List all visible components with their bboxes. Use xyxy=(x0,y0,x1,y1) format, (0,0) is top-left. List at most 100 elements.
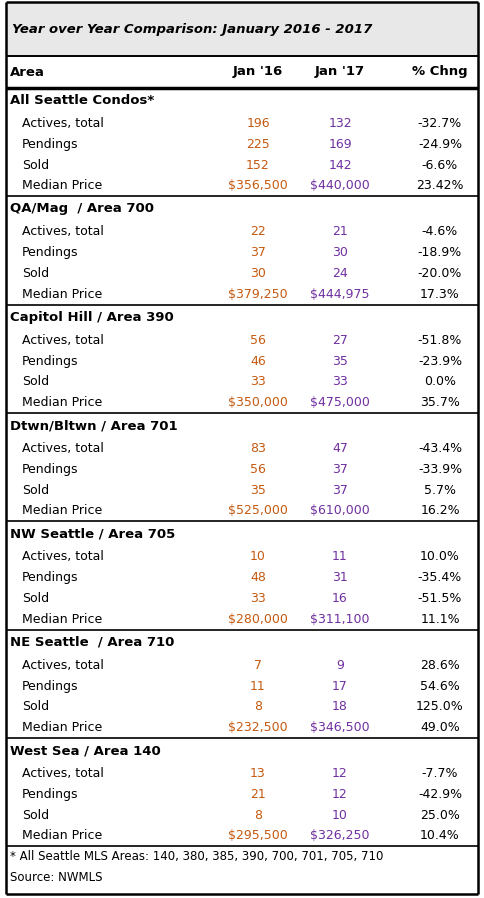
Text: Actives, total: Actives, total xyxy=(22,659,104,672)
Text: 7: 7 xyxy=(254,659,262,672)
Text: Jan '16: Jan '16 xyxy=(233,66,283,78)
Text: NE Seattle  / Area 710: NE Seattle / Area 710 xyxy=(10,636,174,648)
Text: 21: 21 xyxy=(332,225,348,238)
Text: Area: Area xyxy=(10,66,45,78)
Text: -6.6%: -6.6% xyxy=(422,159,458,172)
Text: 125.0%: 125.0% xyxy=(416,700,464,713)
Text: 16.2%: 16.2% xyxy=(420,505,460,517)
Text: 10.4%: 10.4% xyxy=(420,830,460,842)
Text: $311,100: $311,100 xyxy=(310,612,370,626)
Text: 33: 33 xyxy=(250,592,266,605)
Text: Year over Year Comparison: January 2016 - 2017: Year over Year Comparison: January 2016 … xyxy=(12,22,372,36)
Text: Pendings: Pendings xyxy=(22,138,78,151)
Text: 22: 22 xyxy=(250,225,266,238)
Text: Sold: Sold xyxy=(22,592,49,605)
Text: -43.4%: -43.4% xyxy=(418,442,462,455)
Text: -35.4%: -35.4% xyxy=(418,571,462,585)
Text: * All Seattle MLS Areas: 140, 380, 385, 390, 700, 701, 705, 710: * All Seattle MLS Areas: 140, 380, 385, … xyxy=(10,850,383,863)
Text: $379,250: $379,250 xyxy=(228,287,288,301)
Text: 11: 11 xyxy=(332,550,348,563)
Text: Median Price: Median Price xyxy=(22,612,102,626)
Text: 17.3%: 17.3% xyxy=(420,287,460,301)
Text: Pendings: Pendings xyxy=(22,788,78,801)
Text: 21: 21 xyxy=(250,788,266,801)
Text: 47: 47 xyxy=(332,442,348,455)
Text: Sold: Sold xyxy=(22,700,49,713)
Text: 12: 12 xyxy=(332,788,348,801)
Text: $326,250: $326,250 xyxy=(310,830,370,842)
Text: 16: 16 xyxy=(332,592,348,605)
Text: Pendings: Pendings xyxy=(22,680,78,692)
Text: -33.9%: -33.9% xyxy=(418,462,462,476)
Text: $350,000: $350,000 xyxy=(228,396,288,409)
Text: $525,000: $525,000 xyxy=(228,505,288,517)
Polygon shape xyxy=(6,2,478,56)
Text: -7.7%: -7.7% xyxy=(422,767,458,780)
Text: -51.5%: -51.5% xyxy=(418,592,462,605)
Text: 37: 37 xyxy=(250,246,266,260)
Text: 11.1%: 11.1% xyxy=(420,612,460,626)
Text: 18: 18 xyxy=(332,700,348,713)
Text: $346,500: $346,500 xyxy=(310,721,370,734)
Text: Source: NWMLS: Source: NWMLS xyxy=(10,871,103,885)
Text: 169: 169 xyxy=(328,138,352,151)
Text: 152: 152 xyxy=(246,159,270,172)
Text: Sold: Sold xyxy=(22,375,49,388)
Text: 54.6%: 54.6% xyxy=(420,680,460,692)
Text: Actives, total: Actives, total xyxy=(22,767,104,780)
Text: 31: 31 xyxy=(332,571,348,585)
Text: All Seattle Condos*: All Seattle Condos* xyxy=(10,94,154,107)
Text: Median Price: Median Price xyxy=(22,287,102,301)
Text: Actives, total: Actives, total xyxy=(22,225,104,238)
Text: 225: 225 xyxy=(246,138,270,151)
Text: $356,500: $356,500 xyxy=(228,180,288,192)
Text: 8: 8 xyxy=(254,808,262,822)
Text: $280,000: $280,000 xyxy=(228,612,288,626)
Text: 23.42%: 23.42% xyxy=(416,180,464,192)
Text: 35: 35 xyxy=(250,484,266,497)
Text: % Chng: % Chng xyxy=(412,66,468,78)
Text: Sold: Sold xyxy=(22,267,49,280)
Text: 33: 33 xyxy=(332,375,348,388)
Text: 56: 56 xyxy=(250,462,266,476)
Text: NW Seattle / Area 705: NW Seattle / Area 705 xyxy=(10,527,175,541)
Text: Pendings: Pendings xyxy=(22,246,78,260)
Text: 17: 17 xyxy=(332,680,348,692)
Text: QA/Mag  / Area 700: QA/Mag / Area 700 xyxy=(10,202,154,216)
Text: 132: 132 xyxy=(328,117,352,130)
Text: Actives, total: Actives, total xyxy=(22,442,104,455)
Text: Sold: Sold xyxy=(22,808,49,822)
Text: 83: 83 xyxy=(250,442,266,455)
Text: 5.7%: 5.7% xyxy=(424,484,456,497)
Text: West Sea / Area 140: West Sea / Area 140 xyxy=(10,744,161,757)
Text: 35: 35 xyxy=(332,355,348,367)
Text: 37: 37 xyxy=(332,484,348,497)
Text: $440,000: $440,000 xyxy=(310,180,370,192)
Text: 0.0%: 0.0% xyxy=(424,375,456,388)
Text: Median Price: Median Price xyxy=(22,505,102,517)
Text: Median Price: Median Price xyxy=(22,721,102,734)
Text: Actives, total: Actives, total xyxy=(22,117,104,130)
Text: -18.9%: -18.9% xyxy=(418,246,462,260)
Text: Jan '17: Jan '17 xyxy=(315,66,365,78)
Text: 46: 46 xyxy=(250,355,266,367)
Text: $444,975: $444,975 xyxy=(310,287,370,301)
Text: 28.6%: 28.6% xyxy=(420,659,460,672)
Text: 49.0%: 49.0% xyxy=(420,721,460,734)
Text: Capitol Hill / Area 390: Capitol Hill / Area 390 xyxy=(10,311,174,324)
Text: 35.7%: 35.7% xyxy=(420,396,460,409)
Text: -23.9%: -23.9% xyxy=(418,355,462,367)
Text: 142: 142 xyxy=(328,159,352,172)
Text: 10: 10 xyxy=(250,550,266,563)
Text: $610,000: $610,000 xyxy=(310,505,370,517)
Text: 37: 37 xyxy=(332,462,348,476)
Text: $295,500: $295,500 xyxy=(228,830,288,842)
Text: 11: 11 xyxy=(250,680,266,692)
Text: 30: 30 xyxy=(250,267,266,280)
Text: Pendings: Pendings xyxy=(22,462,78,476)
Text: 196: 196 xyxy=(246,117,270,130)
Text: -32.7%: -32.7% xyxy=(418,117,462,130)
Text: 33: 33 xyxy=(250,375,266,388)
Text: Median Price: Median Price xyxy=(22,180,102,192)
Text: -4.6%: -4.6% xyxy=(422,225,458,238)
